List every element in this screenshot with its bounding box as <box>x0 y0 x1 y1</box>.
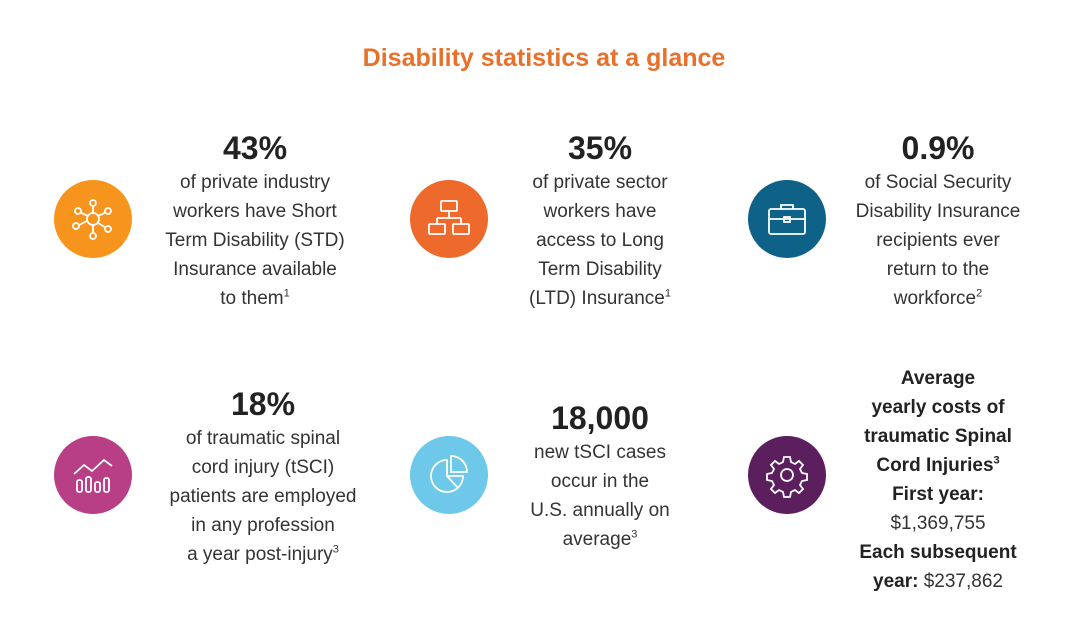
footnote-marker: 2 <box>976 287 983 300</box>
pie-chart-icon <box>410 436 488 514</box>
stat-description: of Social Security Disability Insurance … <box>855 172 1021 309</box>
subsequent-year-value: $237,862 <box>918 571 1003 592</box>
stat-value: 35% <box>567 130 633 166</box>
stat-description: new tSCI cases occur in the U.S. annuall… <box>530 442 670 550</box>
footnote-marker: 3 <box>332 543 339 556</box>
first-year-label: First year: <box>892 484 984 505</box>
stat-block-tsci-costs: Average yearly costs of traumatic Spinal… <box>828 362 1048 596</box>
stat-description: of private sector workers have access to… <box>529 172 671 309</box>
stat-value: 18,000 <box>551 400 649 436</box>
gear-icon <box>748 436 826 514</box>
footnote-marker: 1 <box>664 287 671 300</box>
briefcase-icon <box>748 180 826 258</box>
stat-description: of traumatic spinal cord injury (tSCI) p… <box>169 428 357 565</box>
stat-block-std: 43% of private industry workers have Sho… <box>140 130 370 313</box>
footnote-marker: 3 <box>631 528 638 541</box>
page-title: Disability statistics at a glance <box>362 44 726 72</box>
network-nodes-icon <box>54 180 132 258</box>
first-year-value: $1,369,755 <box>890 513 986 534</box>
costs-description: Average yearly costs of traumatic Spinal… <box>828 364 1048 596</box>
stat-block-tsci-cases: 18,000 new tSCI cases occur in the U.S. … <box>495 400 705 554</box>
org-chart-icon <box>410 180 488 258</box>
stat-description: of private industry workers have Short T… <box>165 172 345 309</box>
footnote-marker: 1 <box>283 287 290 300</box>
bar-line-chart-icon <box>54 436 132 514</box>
stat-block-tsci-employed: 18% of traumatic spinal cord injury (tSC… <box>143 386 383 569</box>
stat-value: 43% <box>222 130 288 166</box>
stat-block-ssdi: 0.9% of Social Security Disability Insur… <box>828 130 1048 313</box>
stat-block-ltd: 35% of private sector workers have acces… <box>495 130 705 313</box>
stat-value: 18% <box>230 386 296 422</box>
stat-value: 0.9% <box>901 130 975 166</box>
footnote-marker: 3 <box>993 454 1000 467</box>
subsequent-year-label: Each subsequent <box>859 542 1017 563</box>
